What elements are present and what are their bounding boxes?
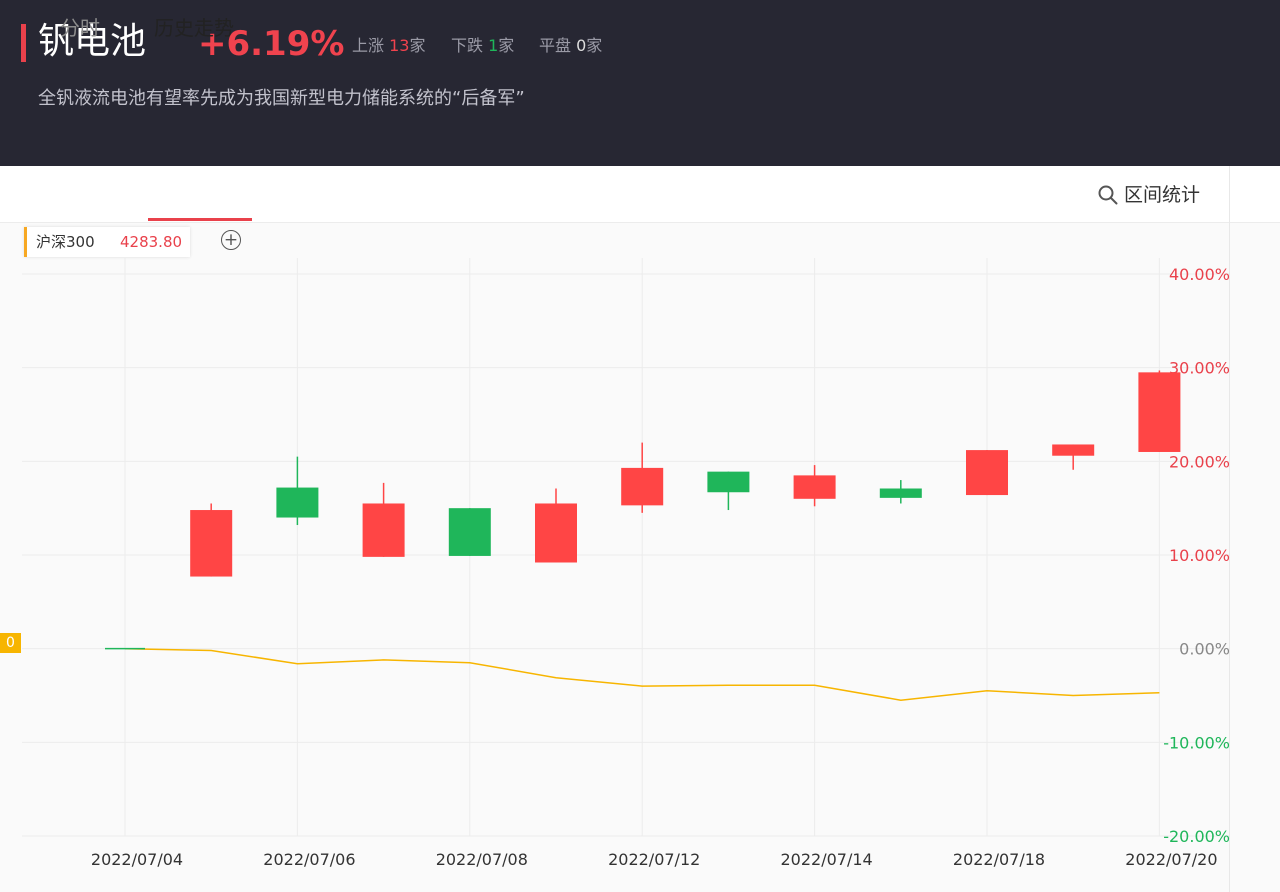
range-stat-button[interactable]: 区间统计: [1098, 180, 1200, 210]
stat-down: 下跌 1家: [451, 34, 514, 58]
stat-down-unit: 家: [498, 36, 515, 55]
stat-up-count: 13: [389, 36, 410, 55]
header: [0, 0, 1280, 166]
stat-flat-count: 0: [576, 36, 587, 55]
range-stat-label: 区间统计: [1123, 184, 1200, 206]
x-tick-label: 2022/07/12: [608, 850, 700, 869]
candle-up: [1052, 444, 1095, 456]
x-tick-label: 2022/07/14: [780, 850, 872, 869]
candle-up: [621, 467, 664, 506]
candle-up: [535, 503, 577, 563]
zero-line-tag: 0: [0, 633, 21, 653]
candle-down: [707, 471, 750, 493]
sector-subtitle: 全钒液流电池有望率先成为我国新型电力储能系统的“后备军”: [38, 88, 525, 109]
active-tab-underline: [148, 218, 252, 221]
stat-flat-label: 平盘: [539, 36, 572, 55]
right-divider: [1229, 166, 1230, 892]
tab-intraday[interactable]: 分时: [60, 16, 100, 40]
x-tick-label: 2022/07/20: [1125, 850, 1217, 869]
y-tick-label: -10.00%: [1163, 733, 1230, 752]
stat-flat: 平盘 0家: [539, 34, 602, 58]
x-tick-label: 2022/07/06: [263, 850, 355, 869]
candle-up: [362, 503, 405, 557]
stat-up-unit: 家: [409, 36, 426, 55]
search-icon: [1098, 185, 1118, 205]
x-tick-label: 2022/07/08: [436, 850, 528, 869]
index-chip-name: 沪深300: [36, 233, 95, 251]
y-tick-label: 0.00%: [1179, 640, 1230, 659]
tab-history-trend[interactable]: 历史走势: [154, 16, 234, 40]
stat-down-label: 下跌: [451, 36, 484, 55]
index-chip-value: 4283.80: [120, 233, 183, 251]
candle-down: [448, 508, 491, 556]
index-line: [124, 647, 1160, 701]
chart: 2022/07/04 2022/07/06 2022/07/08 2022/07/12…: [22, 258, 1230, 869]
stat-flat-unit: 家: [586, 36, 603, 55]
candle-down: [276, 487, 319, 518]
candle-up: [1138, 372, 1181, 452]
add-index-button[interactable]: +: [221, 230, 241, 250]
sector-change: +6.19%: [198, 24, 345, 64]
index-chip[interactable]: 沪深300 4283.80: [24, 227, 190, 257]
y-tick-label: 10.00%: [1169, 546, 1230, 565]
x-tick-label: 2022/07/04: [91, 850, 183, 869]
x-tick-label: 2022/07/18: [953, 850, 1045, 869]
y-tick-label: 20.00%: [1169, 452, 1230, 471]
candle-up: [793, 475, 836, 499]
stat-down-count: 1: [488, 36, 499, 55]
y-tick-label: -20.00%: [1163, 827, 1230, 846]
tab-bar: [0, 166, 1280, 223]
stat-up-label: 上涨: [352, 36, 385, 55]
candle-down: [879, 488, 922, 498]
stat-up: 上涨 13家: [352, 34, 425, 58]
y-tick-label: 30.00%: [1169, 359, 1230, 378]
accent-bar: [21, 24, 26, 62]
sector-name: 钒电池: [38, 21, 147, 62]
candle-up: [190, 510, 233, 577]
candle-up: [966, 450, 1008, 496]
y-tick-label: 40.00%: [1169, 265, 1230, 284]
